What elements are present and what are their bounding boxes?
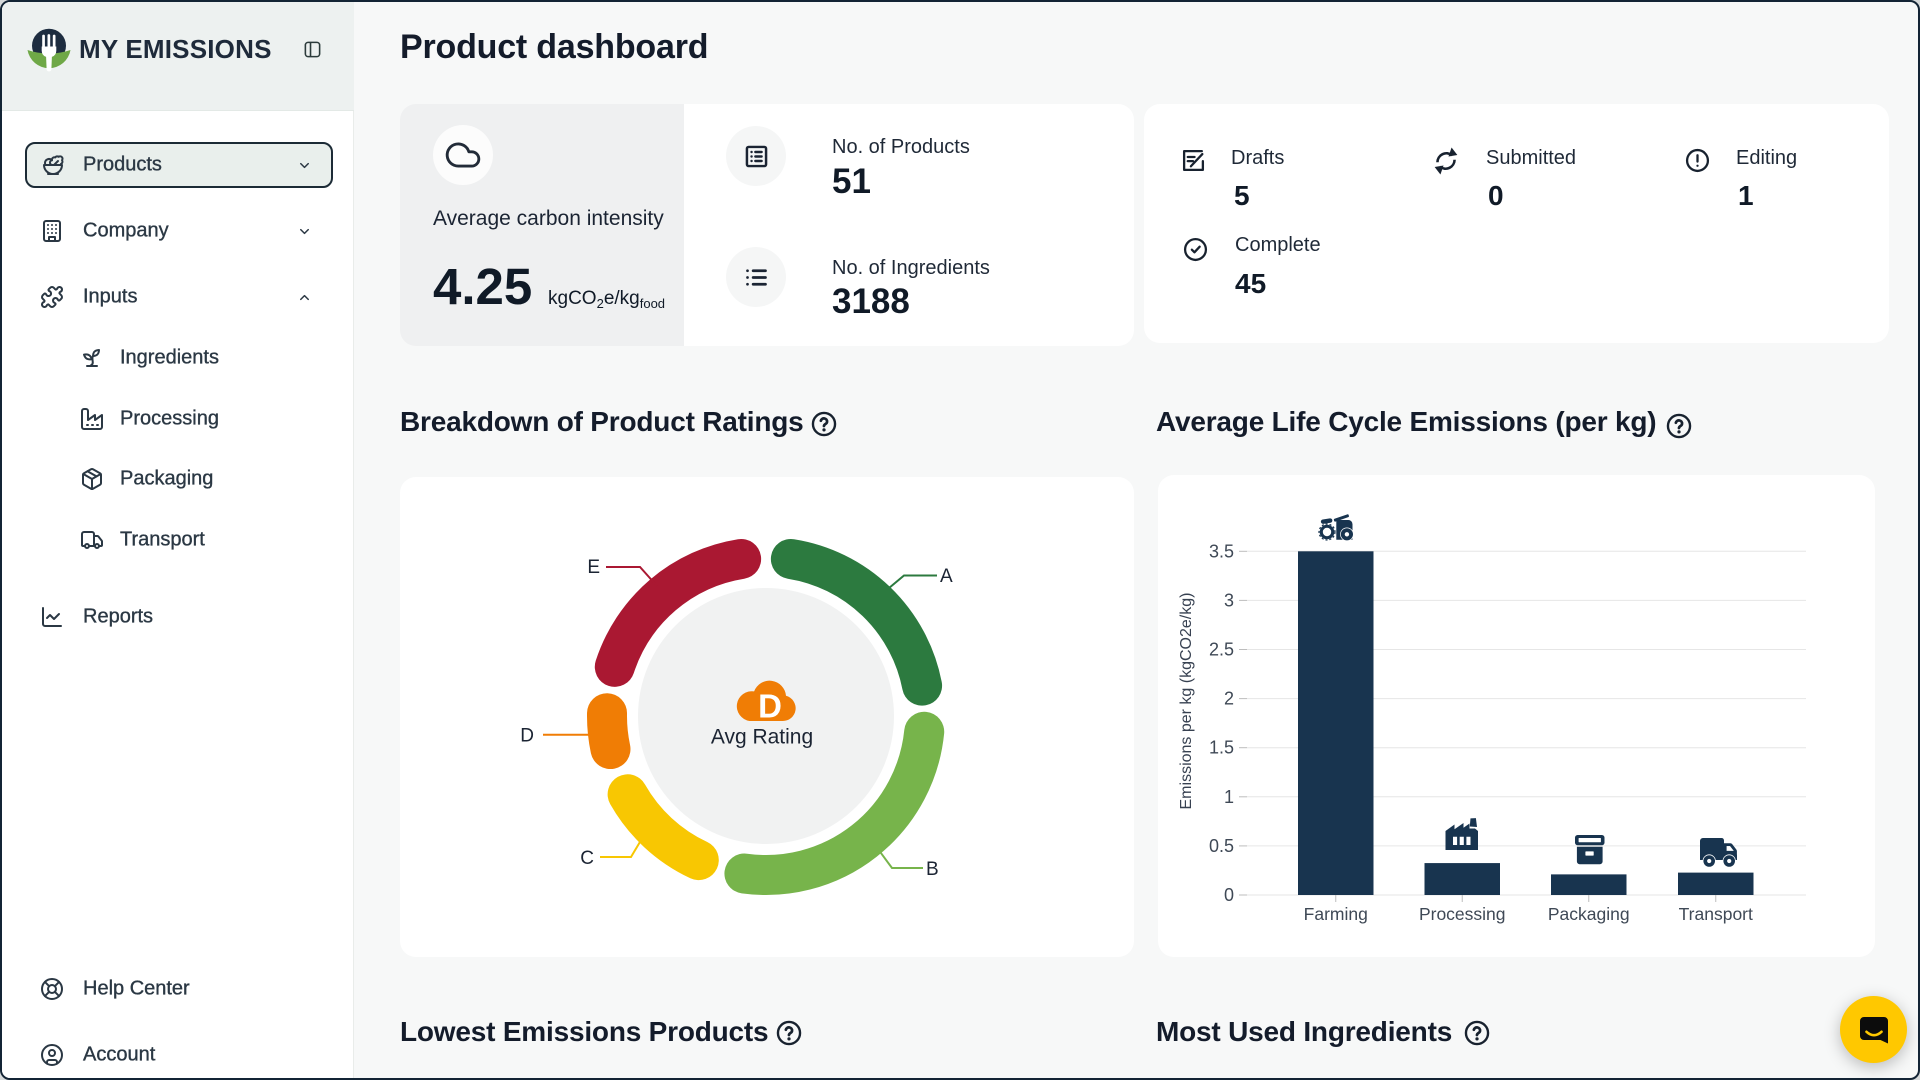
svg-text:E: E <box>587 557 600 578</box>
svg-text:1: 1 <box>1224 787 1234 807</box>
svg-text:Processing: Processing <box>1419 904 1506 924</box>
svg-text:A: A <box>940 566 953 587</box>
svg-text:2: 2 <box>1224 689 1234 709</box>
svg-text:2.5: 2.5 <box>1209 640 1234 660</box>
svg-text:Packaging: Packaging <box>1548 904 1630 924</box>
svg-text:0.5: 0.5 <box>1209 836 1234 856</box>
svg-text:Emissions per kg (kgCO2e/kg): Emissions per kg (kgCO2e/kg) <box>1178 593 1195 810</box>
svg-text:B: B <box>926 859 939 880</box>
svg-text:3.5: 3.5 <box>1209 541 1234 561</box>
svg-text:Farming: Farming <box>1304 904 1368 924</box>
svg-text:C: C <box>580 848 594 869</box>
svg-text:3: 3 <box>1224 590 1234 610</box>
svg-text:Avg Rating: Avg Rating <box>711 726 813 749</box>
svg-text:0: 0 <box>1224 885 1234 905</box>
svg-text:Transport: Transport <box>1679 904 1753 924</box>
svg-text:D: D <box>758 688 782 725</box>
svg-text:D: D <box>520 726 534 747</box>
svg-text:1.5: 1.5 <box>1209 738 1234 758</box>
